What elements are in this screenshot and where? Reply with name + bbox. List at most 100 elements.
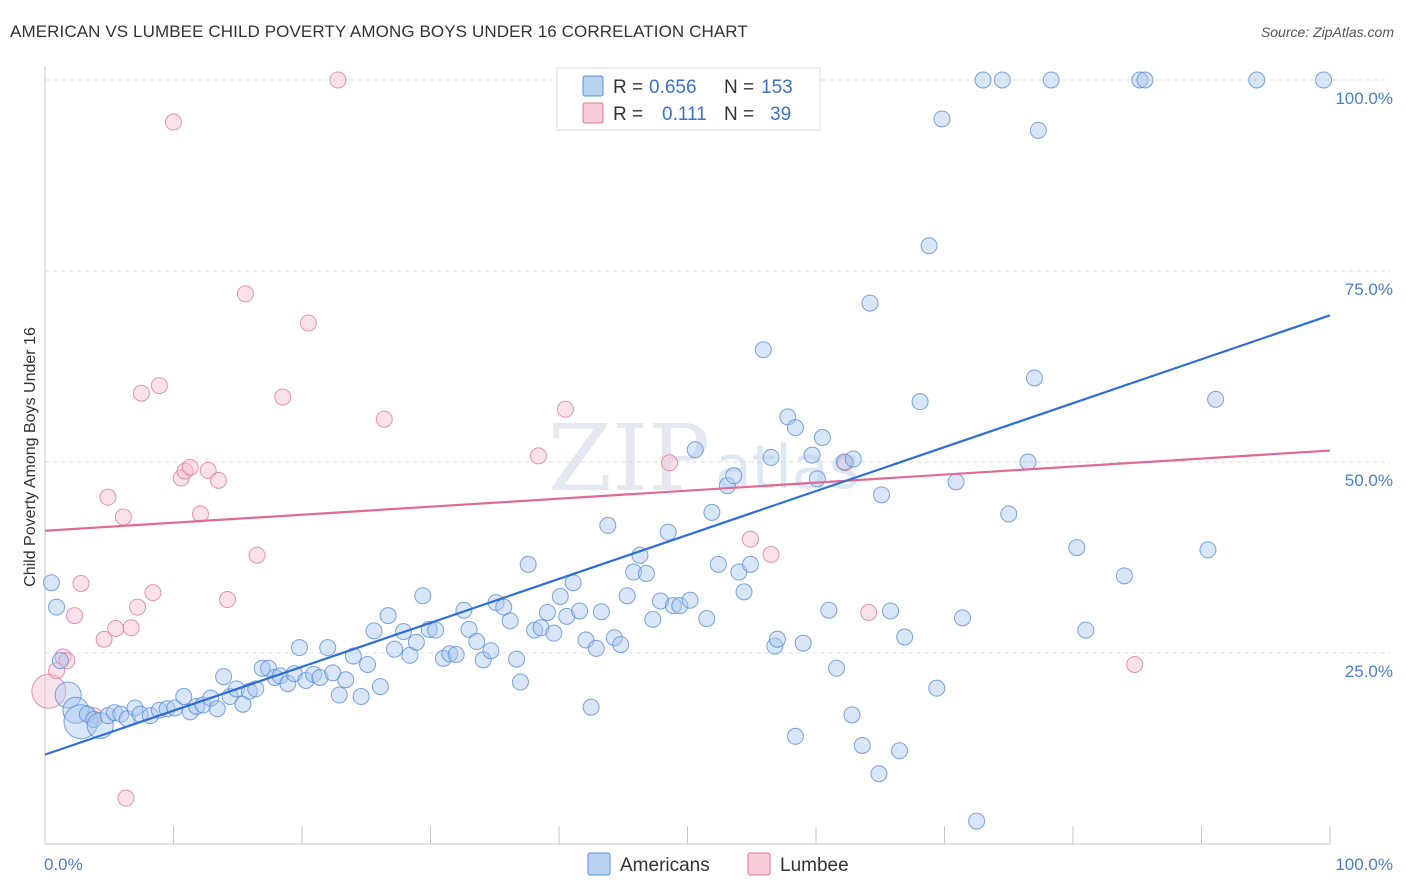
- legend-top: R = 0.656 N = 153 R = 0.111 N = 39: [556, 67, 821, 131]
- data-point: [681, 591, 699, 609]
- data-point: [741, 530, 759, 548]
- americans-points: [42, 71, 1333, 830]
- data-point: [768, 630, 786, 648]
- data-point: [532, 619, 550, 637]
- data-point: [599, 516, 617, 534]
- data-point: [460, 620, 478, 638]
- data-point: [359, 655, 377, 673]
- data-point: [1315, 71, 1333, 89]
- watermark-zip: ZIP: [548, 405, 710, 512]
- data-point: [427, 621, 445, 639]
- data-point: [837, 454, 855, 472]
- data-point: [329, 71, 347, 89]
- data-point: [974, 71, 992, 89]
- data-point: [1248, 71, 1266, 89]
- legend-swatch-lumbee: [747, 852, 771, 876]
- data-point: [95, 630, 113, 648]
- data-point: [860, 604, 878, 622]
- data-point: [117, 789, 135, 807]
- data-point: [447, 646, 465, 664]
- data-point: [637, 565, 655, 583]
- data-point: [375, 410, 393, 428]
- data-point: [538, 604, 556, 622]
- legend-n-value: 39: [770, 104, 791, 125]
- y-tick-label: 100.0%: [1335, 89, 1393, 108]
- data-point: [794, 634, 812, 652]
- data-point: [526, 621, 544, 639]
- axes: [44, 66, 1331, 845]
- legend-label-lumbee: Lumbee: [780, 855, 849, 876]
- data-point: [165, 113, 182, 131]
- data-point: [754, 341, 772, 359]
- data-point: [861, 294, 879, 312]
- legend-swatch-lumbee: [582, 102, 604, 124]
- lumbee-points: [31, 71, 1144, 807]
- data-point: [508, 650, 526, 668]
- data-point: [592, 603, 610, 621]
- gridlines: [45, 79, 1390, 654]
- data-point: [709, 555, 727, 573]
- data-point: [844, 450, 862, 468]
- x-tick-label: 100.0%: [1335, 855, 1393, 874]
- data-point: [208, 700, 226, 718]
- data-point: [1025, 369, 1043, 387]
- data-point: [337, 671, 355, 689]
- data-point: [62, 696, 90, 724]
- data-point: [1115, 567, 1133, 585]
- data-point: [813, 429, 831, 447]
- data-point: [766, 637, 784, 655]
- data-point: [1029, 121, 1047, 139]
- data-point: [299, 314, 317, 332]
- data-point: [495, 598, 513, 616]
- data-point: [1068, 539, 1086, 557]
- data-point: [571, 602, 589, 620]
- data-point: [371, 678, 389, 696]
- data-point: [150, 377, 168, 395]
- data-point: [891, 742, 909, 760]
- data-point: [42, 574, 60, 592]
- data-point: [279, 675, 297, 693]
- data-point: [741, 555, 759, 573]
- data-point: [718, 477, 736, 495]
- y-axis-title: Child Poverty Among Boys Under 16: [22, 327, 39, 587]
- trend-lines: [44, 314, 1331, 756]
- data-point: [933, 110, 951, 128]
- data-point: [330, 686, 348, 704]
- data-point: [72, 574, 90, 592]
- data-point: [253, 659, 271, 677]
- data-point: [762, 545, 780, 563]
- legend-r-label: R =: [613, 104, 643, 125]
- legend-r-value: 0.656: [649, 77, 697, 98]
- data-point: [725, 467, 743, 485]
- data-point: [556, 400, 574, 418]
- legend-r-label: R =: [613, 77, 643, 98]
- data-point: [66, 607, 84, 625]
- data-point: [1207, 390, 1225, 408]
- data-point: [786, 727, 804, 745]
- data-point: [519, 555, 537, 573]
- data-point: [215, 668, 233, 686]
- data-point: [703, 503, 721, 521]
- data-point: [407, 633, 425, 651]
- y-tick-labels: 25.0% 50.0% 75.0% 100.0%: [1335, 89, 1393, 681]
- y-tick-label: 25.0%: [1345, 662, 1393, 681]
- data-point: [828, 659, 846, 677]
- legend-swatch-americans: [582, 75, 604, 97]
- data-point: [319, 639, 337, 657]
- data-point: [144, 584, 162, 602]
- data-point: [51, 652, 69, 670]
- data-point: [48, 662, 66, 680]
- data-point: [365, 622, 383, 640]
- data-point: [248, 546, 266, 564]
- data-point: [274, 388, 292, 406]
- data-point: [99, 488, 117, 506]
- data-point: [625, 563, 643, 581]
- data-point: [612, 636, 630, 654]
- data-point: [1042, 71, 1060, 89]
- data-point: [501, 612, 519, 630]
- legend-bottom: Americans Lumbee: [587, 852, 849, 876]
- data-point: [311, 668, 329, 686]
- data-point: [835, 453, 853, 471]
- data-point: [870, 765, 888, 783]
- data-point: [644, 610, 662, 628]
